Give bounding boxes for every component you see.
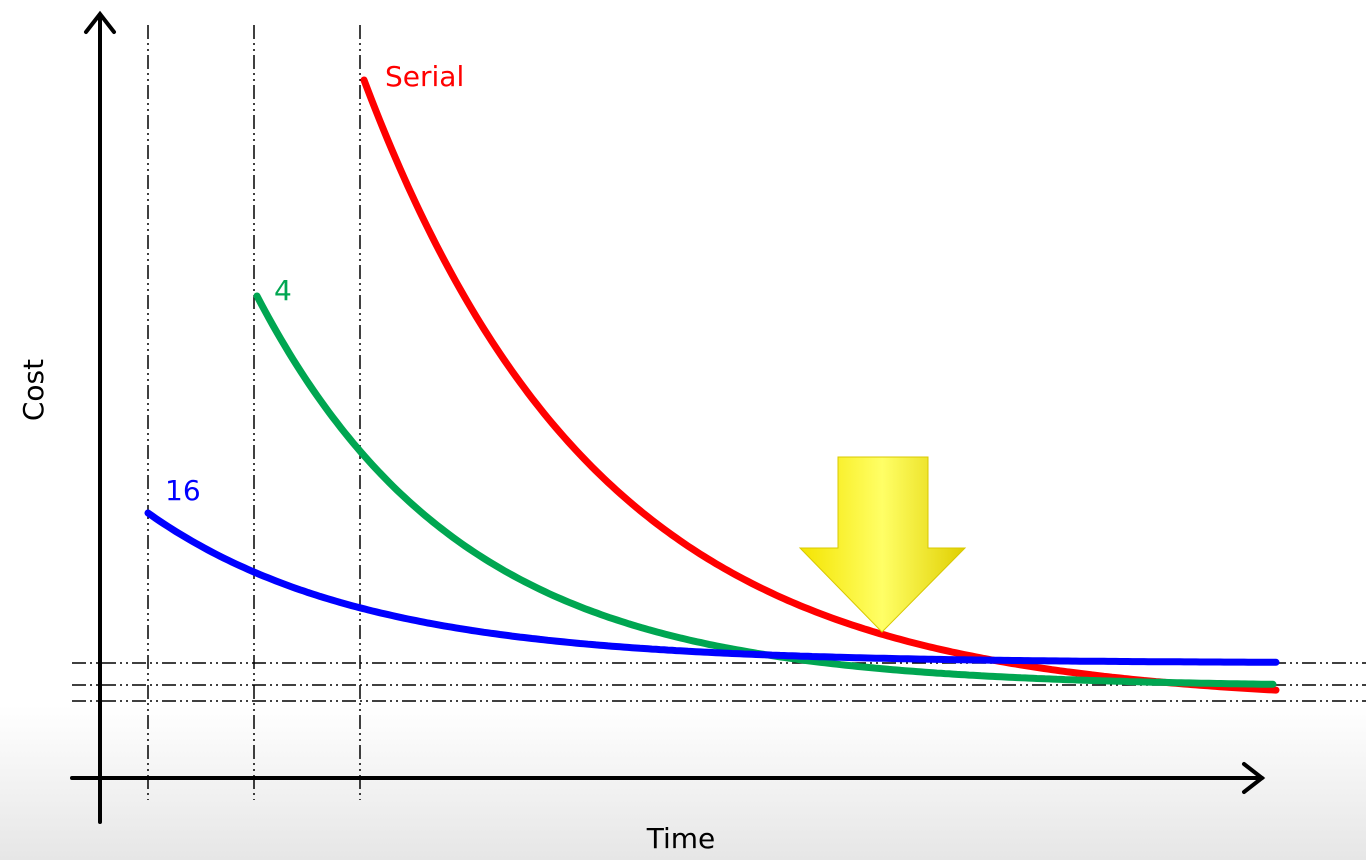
y-axis-label: Cost	[17, 359, 50, 421]
highlight-arrow	[798, 456, 967, 633]
guides	[72, 25, 1366, 800]
x-axis-label: Time	[646, 822, 716, 855]
x-axis-arrow	[1242, 762, 1266, 794]
y-axis-arrow	[84, 10, 116, 34]
curve-label: 4	[274, 274, 292, 307]
curve-label: 16	[165, 474, 201, 507]
axes	[70, 10, 1266, 824]
curve-16	[144, 509, 1280, 666]
curve-label: Serial	[385, 60, 464, 93]
